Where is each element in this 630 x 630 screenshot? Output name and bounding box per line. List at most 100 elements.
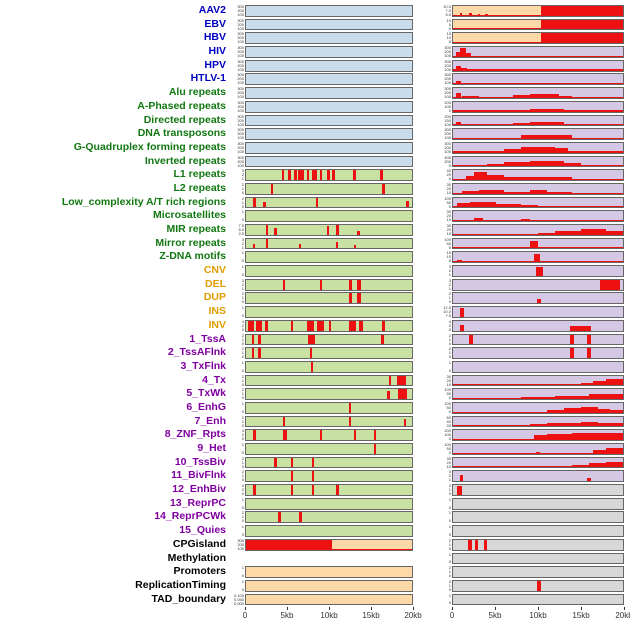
panel-gap <box>413 19 439 31</box>
signal-bar <box>381 334 384 345</box>
y-tick-label: 1 <box>448 552 451 557</box>
track-row: 8_ZNF_Rpts 4 2 0 200 100 0 <box>0 429 630 442</box>
y-tick-label: 300 <box>237 100 244 105</box>
y-tick-label: 10 <box>446 189 451 195</box>
right-y-axis-ticks: 40 20 0 <box>439 169 452 181</box>
track-label: Microsatellites <box>153 209 226 222</box>
y-tick-label: 200 <box>444 114 451 119</box>
y-tick-label: 300 <box>237 46 244 51</box>
signal-bar <box>468 539 472 550</box>
track-label: Low_complexity A/T rich regions <box>61 195 226 208</box>
signal-bar <box>265 225 269 235</box>
x-tick-mark <box>413 607 414 611</box>
track-label: Directed repeats <box>143 113 226 126</box>
y-tick-label: 50 <box>446 391 451 397</box>
track-row: ReplicationTiming 1 0 2 1 0 <box>0 579 630 592</box>
y-tick-label: 100 <box>237 66 244 72</box>
y-tick-label: 2 <box>448 579 451 584</box>
panel-gap <box>413 498 439 510</box>
right-y-axis-ticks: 3002001000 <box>439 87 452 99</box>
signal-bar <box>336 241 339 249</box>
y-tick-label: 100 <box>237 162 244 168</box>
left-track-panel <box>245 141 413 154</box>
track-row: L2 repeats2103020100 <box>0 182 630 195</box>
y-tick-label: 60 <box>446 415 451 420</box>
signal-bar <box>388 375 392 386</box>
y-tick-label: 0 <box>241 449 244 455</box>
signal-bar <box>504 161 530 167</box>
signal-bar <box>580 406 598 413</box>
right-track-panel <box>452 155 624 168</box>
signal-bar <box>307 320 315 331</box>
signal-bar <box>529 122 564 126</box>
right-track-panel <box>452 593 624 606</box>
panel-gap <box>413 142 439 154</box>
y-tick-label: 4 <box>241 484 244 489</box>
y-tick-label: 100 <box>237 39 244 45</box>
track-row: Methylation 1 0 <box>0 552 630 565</box>
y-tick-label: 0 <box>448 25 451 31</box>
y-tick-label: 300 <box>237 87 244 92</box>
zero-baseline <box>453 69 623 71</box>
left-track-panel <box>245 100 413 113</box>
y-tick-label: 0 <box>241 395 244 401</box>
signal-bar <box>455 80 462 85</box>
right-y-axis-ticks: 200 100 0 <box>439 429 452 441</box>
signal-bar <box>521 135 572 139</box>
signal-bar <box>541 6 623 16</box>
panel-gap <box>413 265 439 277</box>
y-tick-label: 300 <box>237 5 244 9</box>
track-row: Mirror repeats3210100500 <box>0 237 630 250</box>
y-tick-label: 1 <box>448 525 451 530</box>
left-y-axis-ticks: 3002001000 <box>232 156 245 168</box>
signal-bar <box>336 485 339 495</box>
signal-bar <box>315 197 319 208</box>
panel-gap <box>413 251 439 263</box>
y-tick-label: 100 <box>444 388 451 393</box>
left-track-panel <box>245 401 413 414</box>
right-y-axis-ticks: 3002001000 <box>439 142 452 154</box>
track-row: 12_EnhBiv 4 2 0 2 1 0 <box>0 483 630 496</box>
track-label: Inverted repeats <box>144 154 226 167</box>
y-tick-label: 0 <box>241 340 244 346</box>
left-track-panel <box>245 265 413 277</box>
y-tick-label: 1 <box>241 418 244 424</box>
signal-bar <box>253 197 256 208</box>
zero-baseline <box>453 411 623 413</box>
y-tick-label: 0 <box>448 244 451 250</box>
zero-baseline <box>453 124 623 126</box>
y-tick-label: 0 <box>241 312 244 318</box>
track-label: 15_Quies <box>179 524 226 537</box>
y-tick-label: 200 <box>444 158 451 164</box>
signal-bar <box>251 348 255 358</box>
y-tick-label: 0.100 <box>233 593 244 598</box>
signal-bar <box>536 266 544 276</box>
track-label: EBV <box>204 17 226 30</box>
y-tick-label: 1 <box>241 251 244 256</box>
y-tick-label: 0 <box>241 258 244 264</box>
y-tick-label: 0.000 <box>233 600 244 606</box>
signal-bar <box>587 478 591 482</box>
panel-gap <box>413 87 439 99</box>
right-track-panel <box>452 5 624 17</box>
y-tick-label: 100 <box>444 66 451 72</box>
zero-baseline <box>453 55 623 57</box>
y-tick-label: 0.050 <box>233 596 244 602</box>
y-tick-label: 200 <box>237 541 244 547</box>
right-track-panel <box>452 566 624 578</box>
y-tick-label: 0 <box>241 217 244 223</box>
signal-bar <box>455 51 460 57</box>
signal-bar <box>587 334 591 345</box>
track-label: 6_EnhG <box>186 400 226 413</box>
signal-bar <box>310 361 314 372</box>
y-tick-label: 0 <box>448 559 451 565</box>
track-row: Inverted repeats30020010004002000 <box>0 154 630 168</box>
y-tick-label: 5 <box>448 21 451 27</box>
right-track-panel <box>452 497 624 510</box>
right-y-axis-ticks: 12.510.07.55.02.50.0 <box>439 306 452 318</box>
